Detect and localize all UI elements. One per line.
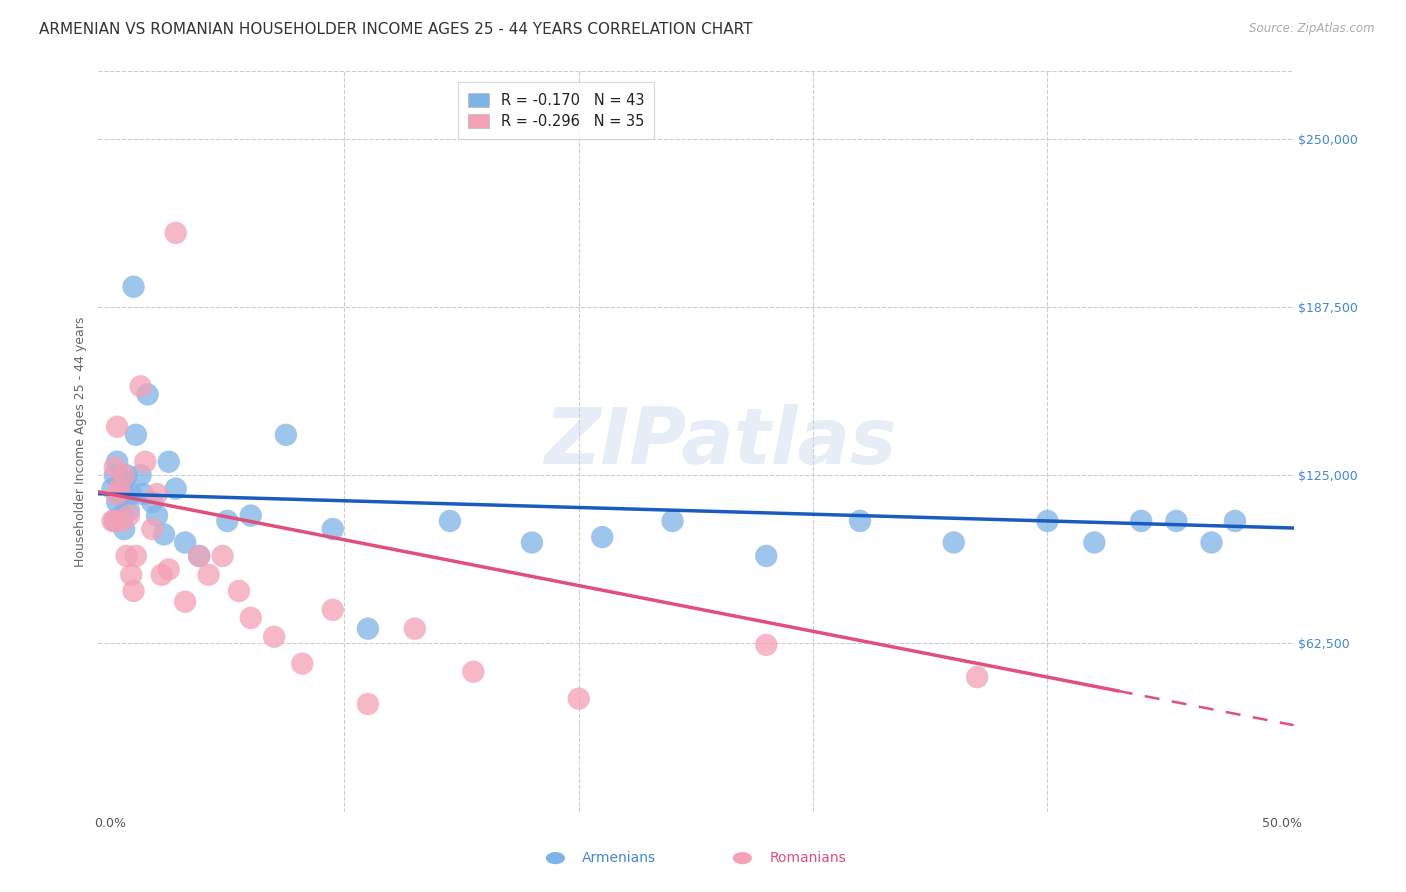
Point [591,530,613,544]
Point [122,279,145,293]
Point [239,508,262,523]
Point [568,691,591,706]
Point [1036,514,1059,528]
Point [404,622,426,636]
Point [115,549,138,563]
Point [1166,514,1188,528]
Point [115,468,138,483]
Point [661,514,683,528]
Text: Romanians: Romanians [770,851,846,865]
Point [118,508,141,523]
Point [105,487,128,501]
Point [153,527,176,541]
Point [104,468,127,483]
Text: Source: ZipAtlas.com: Source: ZipAtlas.com [1250,22,1375,36]
Point [165,226,187,240]
Point [141,522,163,536]
Point [1223,514,1246,528]
Point [165,482,187,496]
Point [129,379,152,393]
Point [125,427,148,442]
Point [112,474,135,488]
Point [188,549,211,563]
Point [439,514,461,528]
Point [1083,535,1105,549]
Point [132,487,155,501]
Point [157,562,180,576]
Point [174,595,197,609]
Text: Armenians: Armenians [582,851,655,865]
Y-axis label: Householder Income Ages 25 - 44 years: Householder Income Ages 25 - 44 years [73,317,87,566]
Point [291,657,314,671]
Point [134,455,156,469]
Point [105,419,128,434]
Point [108,487,131,501]
Point [104,514,127,528]
Point [120,487,142,501]
Point [141,495,163,509]
Point [105,495,128,509]
Point [357,622,380,636]
Point [239,611,262,625]
Point [174,535,197,549]
Point [755,549,778,563]
Point [357,697,380,711]
Point [211,549,233,563]
Point [322,522,344,536]
Point [966,670,988,684]
Point [157,455,180,469]
Point [263,630,285,644]
Point [1201,535,1223,549]
Point [755,638,778,652]
Point [101,482,124,496]
Point [129,468,152,483]
Point [108,482,131,496]
Point [463,665,485,679]
Legend: R = -0.170   N = 43, R = -0.296   N = 35: R = -0.170 N = 43, R = -0.296 N = 35 [458,82,654,139]
Point [104,514,127,528]
Point [849,514,872,528]
Point [104,460,127,475]
Point [111,508,134,523]
Point [197,567,219,582]
Point [101,514,124,528]
Point [118,503,141,517]
Point [146,508,169,523]
Point [136,387,159,401]
Point [520,535,543,549]
Point [112,468,135,483]
Point [112,522,135,536]
Text: ZIPatlas: ZIPatlas [544,403,896,480]
Point [188,549,211,563]
Point [150,567,173,582]
Point [120,567,142,582]
Text: ARMENIAN VS ROMANIAN HOUSEHOLDER INCOME AGES 25 - 44 YEARS CORRELATION CHART: ARMENIAN VS ROMANIAN HOUSEHOLDER INCOME … [39,22,752,37]
Point [228,584,250,599]
Point [122,584,145,599]
Point [217,514,239,528]
Point [105,455,128,469]
Point [1130,514,1153,528]
Point [274,427,297,442]
Point [942,535,965,549]
Point [125,549,148,563]
Point [322,603,344,617]
Point [146,487,169,501]
Point [111,514,134,528]
Point [111,482,134,496]
